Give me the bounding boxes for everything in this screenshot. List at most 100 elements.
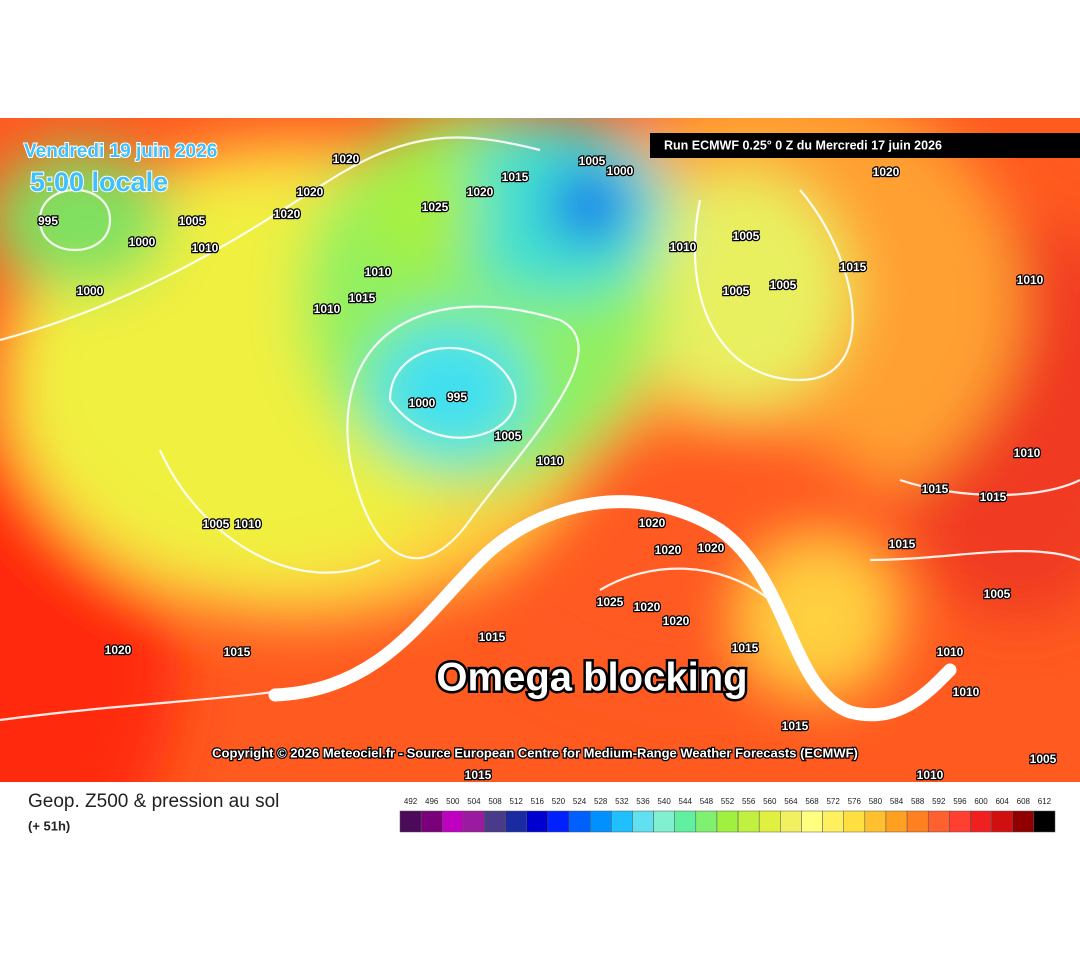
isobar-label: 1015 [840,260,867,274]
scale-label: 580 [869,797,883,806]
isobar-label: 1020 [698,541,725,555]
scale-box [653,810,675,833]
isobars [0,136,1080,722]
scale-label: 504 [467,797,481,806]
legend-title: Geop. Z500 & pression au sol [28,791,279,812]
scale-label: 500 [446,797,460,806]
scale-box [589,810,612,833]
color-scale: 492 496 500 504 508 512 516 520 524 528 532 536 540 5… [399,797,1056,833]
scale-box [568,810,591,833]
isobar-label: 1015 [980,490,1007,504]
omega-curve [268,495,957,722]
time: 5:00 locale [30,167,168,197]
scale-label: 492 [404,797,418,806]
scale-label: 560 [763,797,777,806]
scale-label: 600 [974,797,988,806]
isobar-label: 1015 [732,641,759,655]
isobar-label: 1000 [129,235,156,249]
scale-box [906,810,929,833]
scale-label: 516 [531,797,545,806]
scale-label: 496 [425,797,439,806]
isobar-label: 1000 [409,396,436,410]
date: Vendredi 19 juin 2026 [24,141,217,162]
scale-label: 572 [826,797,840,806]
isobar-label: 1005 [579,154,606,168]
isobar-label: 1010 [314,302,341,316]
scale-box [970,810,992,833]
scale-box [1012,810,1035,833]
isobar-label: 1015 [889,537,916,551]
scale-box [399,810,422,833]
scale-box [864,810,887,833]
isobar-label: 1020 [105,643,132,657]
isobar-label: 1010 [937,645,964,659]
isobar-label: 1005 [1030,752,1057,766]
isobar-label: 1005 [984,587,1011,601]
scale-box [737,810,760,833]
scale-box [526,810,549,833]
scale-label: 536 [636,797,650,806]
scale-box [674,810,697,833]
scale-label: 548 [700,797,714,806]
scale-label: 588 [911,797,925,806]
run-box [650,133,1080,158]
isobar-label: 995 [447,390,467,404]
isobar-label: 1020 [333,152,360,166]
scale-box [949,810,971,833]
isobar-label: 1025 [597,595,624,609]
scale-box [843,810,866,833]
isobar-label: 1000 [77,284,104,298]
isobar-label: 1020 [873,165,900,179]
scale-box [822,810,844,833]
scale-box [420,810,443,833]
scale-label: 568 [805,797,819,806]
scale-box [1033,810,1056,833]
scale-label: 544 [679,797,693,806]
scale-label: 508 [488,797,502,806]
annotation: Omega blocking [436,656,747,700]
isobar-label: 1020 [663,614,690,628]
isobar-label: 1005 [770,278,797,292]
isobar-label: 1020 [634,600,661,614]
isobar-label: 1000 [607,164,634,178]
scale-box [442,810,464,833]
scale-box [991,810,1013,833]
isobar-label: 1005 [733,229,760,243]
isobar-label: 1020 [274,207,301,221]
scale-box [463,810,485,833]
scale-label: 532 [615,797,629,806]
isobar-label: 1005 [723,284,750,298]
scale-label: 592 [932,797,946,806]
scale-label: 608 [1017,797,1031,806]
isobar-label: 1010 [1014,446,1041,460]
scale-box [611,810,633,833]
scale-box [758,810,781,833]
isobar-label: 1020 [297,185,324,199]
isobar-label: 1010 [1017,273,1044,287]
isobar-label: 1015 [479,630,506,644]
scale-label: 552 [721,797,735,806]
copyright: Copyright © 2026 Meteociel.fr - Source E… [212,745,858,760]
scale-box [716,810,739,833]
isobar-label: 1020 [467,185,494,199]
isobar-label: 1010 [192,241,219,255]
isobar-label: 1010 [365,265,392,279]
isobar-label: 1015 [782,719,809,733]
scale-box [780,810,802,833]
isobar-label: 1010 [953,685,980,699]
scale-label: 584 [890,797,904,806]
lead-time: (+ 51h) [28,818,70,833]
scale-label: 512 [510,797,524,806]
scale-label: 556 [742,797,756,806]
isobar-label: 1025 [422,200,449,214]
scale-label: 576 [848,797,862,806]
scale-box [632,810,654,833]
scale-label: 596 [953,797,967,806]
isobar-label: 1005 [495,429,522,443]
scale-box [695,810,718,833]
scale-label: 564 [784,797,798,806]
isobar-label: 1020 [639,516,666,530]
scale-box [547,810,570,833]
